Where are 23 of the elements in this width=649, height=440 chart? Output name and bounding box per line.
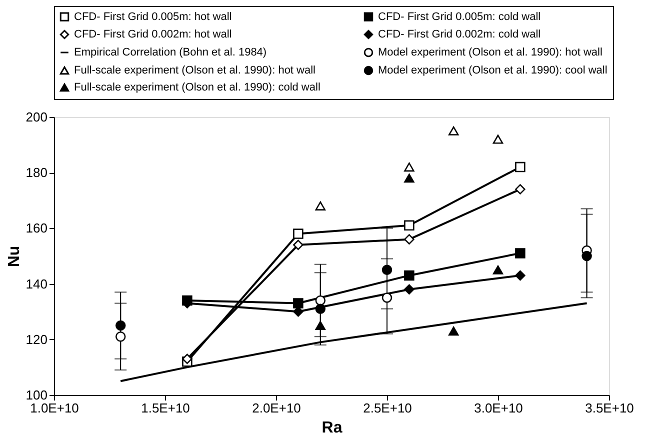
legend-label: Model experiment (Olson et al. 1990): hot wall: [378, 46, 602, 58]
x-tick-label: 3.0E+10: [474, 400, 523, 416]
legend-label: Full-scale experiment (Olson et al. 1990): cold wall: [74, 82, 320, 94]
y-tick-label: 120: [26, 332, 48, 347]
y-tick-label: 160: [26, 220, 48, 236]
y-tick-label: 100: [26, 388, 48, 402]
x-tick-label: 1.5E+10: [141, 400, 190, 416]
y-tick-label: 140: [26, 276, 48, 292]
x-tick-label: 3.5E+10: [585, 400, 634, 416]
legend-label: Empirical Correlation (Bohn et al. 1984): [74, 46, 267, 58]
y-tick-label: 200: [26, 110, 48, 124]
y-tick-label: 180: [26, 165, 48, 180]
legend-label: CFD- First Grid 0.002m: cold wall: [378, 28, 541, 40]
legend-label: CFD- First Grid 0.005m: cold wall: [378, 10, 541, 23]
x-axis-title: Ra: [322, 420, 342, 436]
y-axis-title: Nu: [6, 246, 23, 268]
legend-label: CFD- First Grid 0.002m: hot wall: [74, 28, 232, 40]
x-tick-label: 2.5E+10: [363, 400, 412, 416]
legend-label: Model experiment (Olson et al. 1990): cool wall: [378, 64, 608, 76]
x-tick-label: 2.0E+10: [252, 400, 301, 416]
x-tick-label: 1.0E+10: [30, 400, 79, 416]
legend-label: Full-scale experiment (Olson et al. 1990): hot wall: [74, 64, 316, 76]
legend-label: CFD- First Grid 0.005m: hot wall: [74, 10, 232, 23]
